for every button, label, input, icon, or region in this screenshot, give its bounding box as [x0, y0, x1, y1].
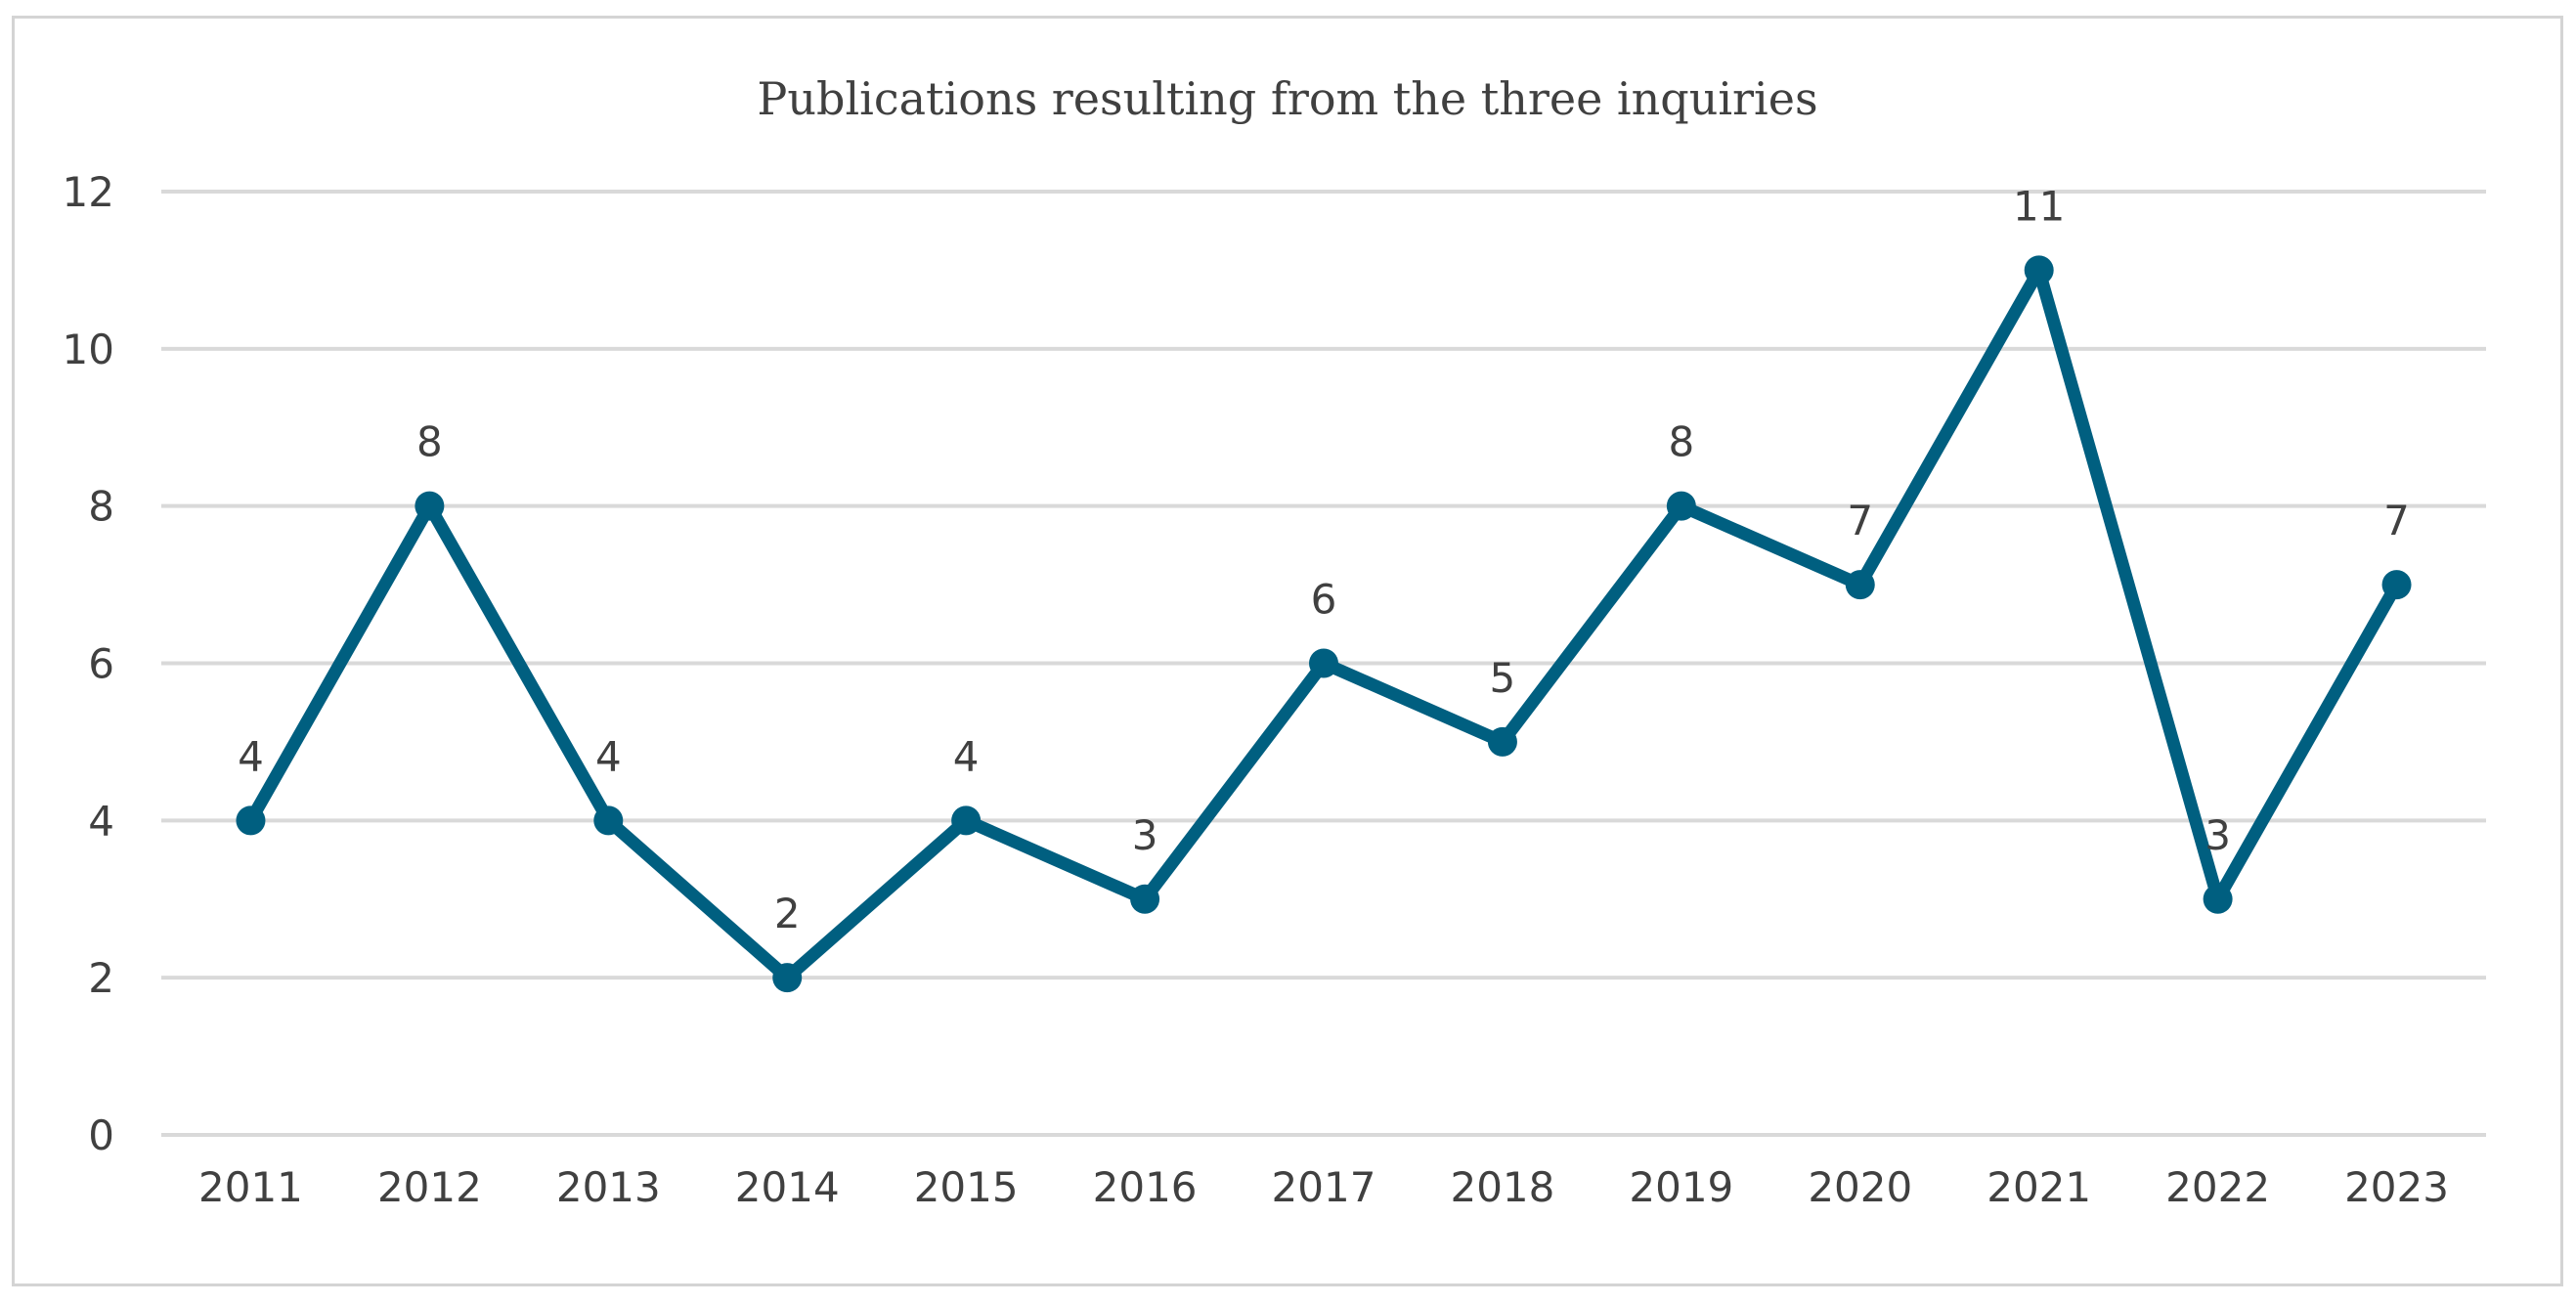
- data-point: [2024, 255, 2054, 285]
- data-point: [1666, 491, 1696, 521]
- data-label: 4: [595, 732, 622, 780]
- x-axis-ticks: 2011 2012 2013 2014 2015 2016 2017 2018 2019 2020…: [198, 1163, 2449, 1211]
- gridlines: [161, 190, 2486, 1137]
- y-tick-label: 4: [88, 797, 114, 845]
- x-tick-label: 2011: [198, 1163, 303, 1211]
- data-label: 7: [2383, 497, 2410, 544]
- line-chart: Publications resulting from the three in…: [63, 72, 2486, 1211]
- data-markers: [236, 255, 2412, 993]
- y-tick-label: 12: [63, 168, 114, 216]
- data-point: [2203, 884, 2233, 914]
- x-tick-label: 2021: [1987, 1163, 2091, 1211]
- y-tick-label: 8: [88, 483, 114, 531]
- data-point: [772, 963, 803, 993]
- data-label: 7: [1847, 497, 1873, 544]
- x-tick-label: 2019: [1629, 1163, 1733, 1211]
- x-tick-label: 2023: [2344, 1163, 2449, 1211]
- chart-frame: Publications resulting from the three in…: [12, 16, 2563, 1286]
- x-tick-label: 2017: [1272, 1163, 1376, 1211]
- data-labels: 4 8 4 2 4 3 6 5 8 7 11 3 7: [238, 182, 2410, 937]
- y-axis-ticks: 0 2 4 6 8 10 12: [63, 168, 114, 1159]
- data-label: 4: [238, 732, 264, 780]
- data-label: 5: [1490, 654, 1516, 702]
- x-tick-label: 2014: [735, 1163, 840, 1211]
- data-point: [415, 491, 445, 521]
- x-tick-label: 2018: [1450, 1163, 1554, 1211]
- data-point: [1309, 648, 1338, 678]
- x-tick-label: 2012: [377, 1163, 482, 1211]
- data-label: 8: [416, 418, 443, 466]
- x-tick-label: 2015: [914, 1163, 1019, 1211]
- data-label: 4: [953, 732, 980, 780]
- data-label: 3: [1132, 811, 1158, 859]
- data-label: 8: [1668, 418, 1694, 466]
- data-label: 3: [2205, 811, 2231, 859]
- y-tick-label: 2: [88, 954, 114, 1002]
- series-line: [243, 263, 2404, 984]
- y-tick-label: 0: [88, 1111, 114, 1159]
- x-tick-label: 2013: [556, 1163, 661, 1211]
- chart-title: Publications resulting from the three in…: [757, 72, 1817, 125]
- x-tick-label: 2020: [1808, 1163, 1912, 1211]
- data-point: [236, 805, 266, 836]
- data-point: [951, 805, 982, 836]
- data-point: [593, 805, 624, 836]
- data-point: [2381, 570, 2412, 600]
- y-tick-label: 10: [63, 326, 114, 373]
- data-label: 6: [1311, 576, 1337, 624]
- data-point: [1130, 884, 1160, 914]
- x-tick-label: 2022: [2165, 1163, 2270, 1211]
- data-point: [1487, 726, 1517, 757]
- y-tick-label: 6: [88, 640, 114, 688]
- data-label: 2: [774, 890, 801, 937]
- data-point: [1845, 570, 1875, 600]
- x-tick-label: 2016: [1093, 1163, 1198, 1211]
- data-label: 11: [2013, 182, 2065, 230]
- series-publications: [243, 263, 2404, 984]
